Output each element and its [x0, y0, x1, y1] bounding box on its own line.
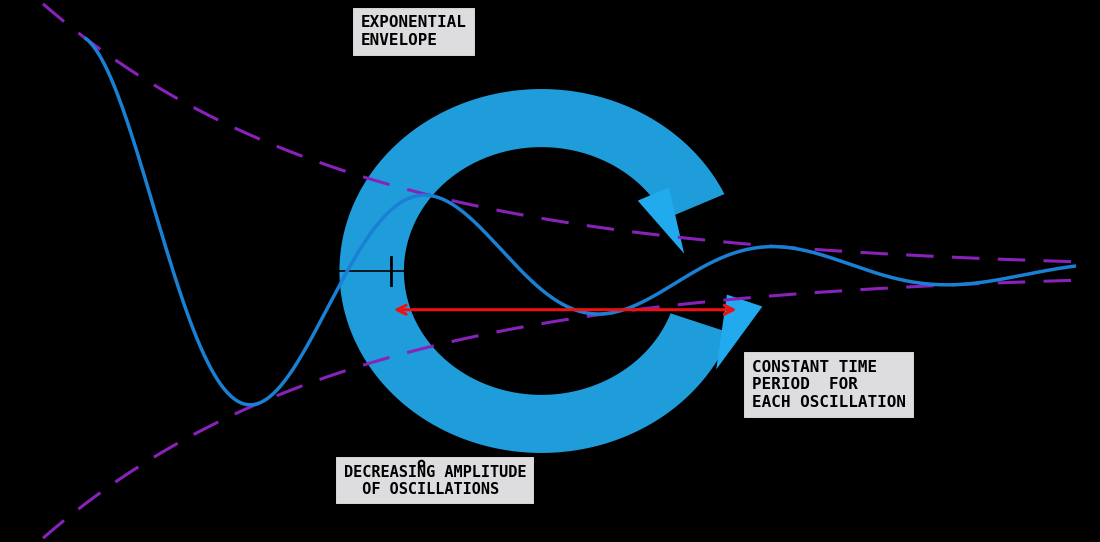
Text: CONSTANT TIME
PERIOD  FOR
EACH OSCILLATION: CONSTANT TIME PERIOD FOR EACH OSCILLATIO… [752, 360, 906, 410]
Text: DECREASING AMPLITUDE
  OF OSCILLATIONS: DECREASING AMPLITUDE OF OSCILLATIONS [343, 464, 526, 497]
Text: EXPONENTIAL
ENVELOPE: EXPONENTIAL ENVELOPE [361, 16, 466, 48]
Polygon shape [340, 89, 732, 453]
Polygon shape [638, 188, 684, 254]
Polygon shape [716, 295, 762, 370]
